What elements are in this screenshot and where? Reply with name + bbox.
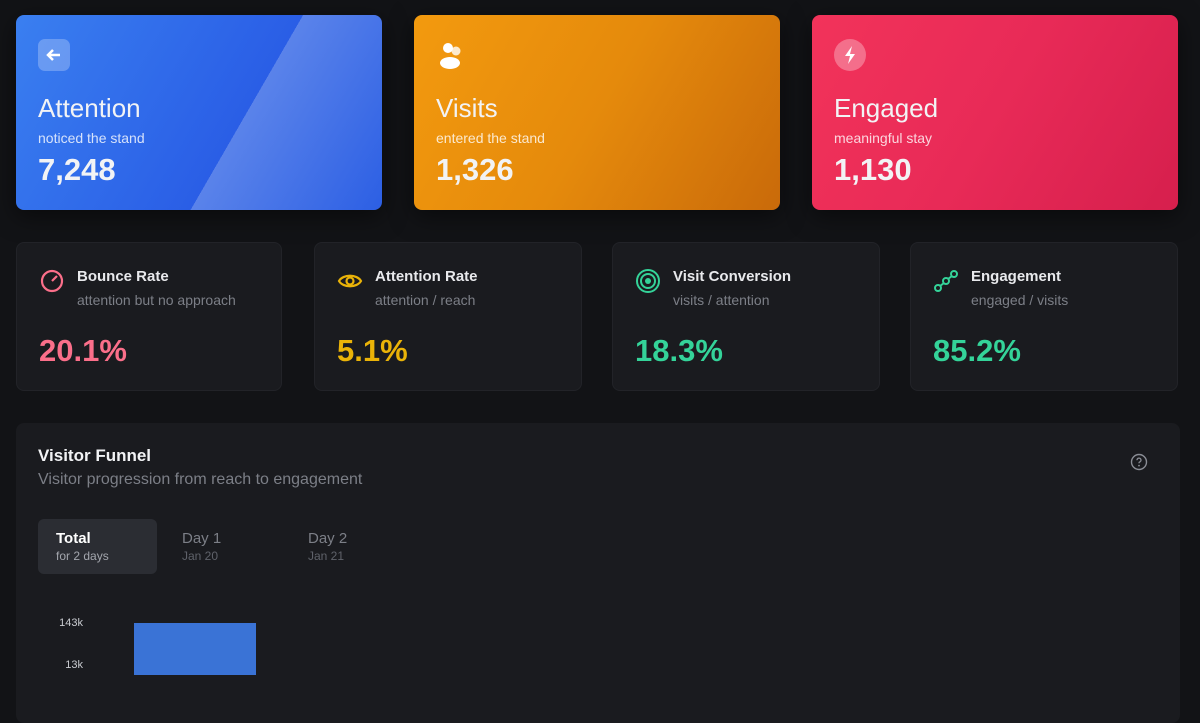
help-icon[interactable] <box>1130 453 1148 471</box>
metric-title: Bounce Rate <box>77 268 169 285</box>
card-value: 1,326 <box>436 152 514 187</box>
panel-title: Visitor Funnel <box>38 446 152 465</box>
funnel-panel: Visitor Funnel Visitor progression from … <box>16 423 1180 723</box>
metric-subtitle: visits / attention <box>673 292 770 308</box>
metric-subtitle: engaged / visits <box>971 292 1069 308</box>
metric-value: 85.2% <box>933 333 1021 368</box>
panel-subtitle: Visitor progression from reach to engage… <box>38 471 363 488</box>
card-subtitle: noticed the stand <box>38 130 145 146</box>
card-subtitle: entered the stand <box>436 130 545 146</box>
metric-value: 20.1% <box>39 333 127 368</box>
engagement-card: Engagement engaged / visits 85.2% <box>910 242 1178 391</box>
metric-subtitle: attention but no approach <box>77 292 236 308</box>
tab-total[interactable]: Total for 2 days <box>38 519 157 574</box>
bar <box>134 623 256 675</box>
tab-day-1[interactable]: Day 1 Jan 20 <box>164 519 283 574</box>
tab-label: Day 1 <box>182 530 222 547</box>
tab-sublabel: Jan 20 <box>182 549 219 563</box>
metric-title: Engagement <box>971 268 1062 285</box>
card-value: 1,130 <box>834 152 912 187</box>
tab-day-2[interactable]: Day 2 Jan 21 <box>290 519 409 574</box>
page: Attention noticed the stand 7,248 Visits… <box>16 15 1178 675</box>
funnel-chart: 143k 13k <box>59 617 256 675</box>
tab-sublabel: Jan 21 <box>308 549 345 563</box>
card-title: Attention <box>38 93 141 123</box>
icon <box>337 274 363 288</box>
y-tick-label: 13k <box>65 659 83 671</box>
engaged-card[interactable]: Engaged meaningful stay 1,130 <box>812 15 1178 210</box>
icon <box>38 39 70 71</box>
visits-card[interactable]: Visits entered the stand 1,326 <box>414 15 780 210</box>
y-tick-label: 143k <box>59 617 83 629</box>
card-title: Engaged <box>834 93 939 123</box>
icon <box>636 269 660 293</box>
card-title: Visits <box>436 93 498 123</box>
card-subtitle: meaningful stay <box>834 130 933 146</box>
tab-label: Total <box>56 530 91 547</box>
metric-title: Attention Rate <box>375 268 478 285</box>
bounce-rate-card: Bounce Rate attention but no approach 20… <box>16 242 282 391</box>
tab-label: Day 2 <box>308 530 348 547</box>
metric-subtitle: attention / reach <box>375 292 476 308</box>
tab-sublabel: for 2 days <box>56 549 109 563</box>
metric-title: Visit Conversion <box>673 268 792 285</box>
metric-value: 5.1% <box>337 333 408 368</box>
card-value: 7,248 <box>38 152 116 187</box>
icon <box>40 269 64 293</box>
attention-card[interactable]: Attention noticed the stand 7,248 <box>16 15 382 210</box>
icon <box>834 39 866 71</box>
icon <box>440 43 461 69</box>
visit-conversion-card: Visit Conversion visits / attention 18.3… <box>612 242 880 391</box>
icon <box>934 270 958 292</box>
attention-rate-card: Attention Rate attention / reach 5.1% <box>314 242 582 391</box>
metric-value: 18.3% <box>635 333 723 368</box>
